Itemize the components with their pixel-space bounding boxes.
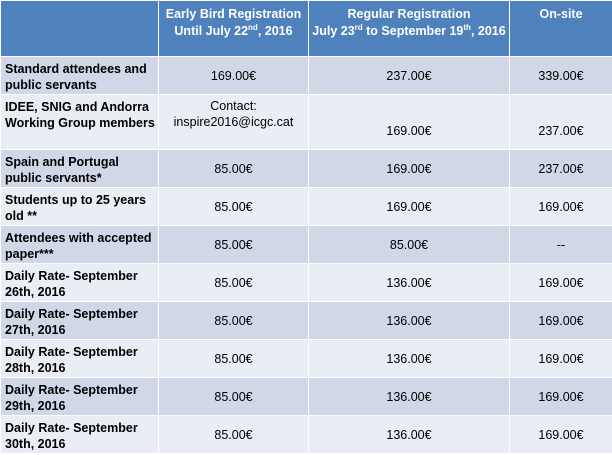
- header-row: Early Bird Registration Until July 22nd,…: [0, 0, 612, 57]
- header-regular-year: , 2016: [470, 24, 506, 38]
- header-category: [0, 0, 159, 57]
- header-regular-end: to September 19: [362, 24, 464, 38]
- table-row: Spain and Portugal public servants* 85.0…: [0, 149, 612, 188]
- row-label: Daily Rate- September 27th, 2016: [0, 301, 159, 340]
- onsite-price: 169.00€: [509, 187, 612, 226]
- header-early-bird-line2: Until July 22nd, 2016: [174, 22, 293, 38]
- regular-price: 136.00€: [308, 301, 510, 340]
- regular-price: 169.00€: [308, 94, 510, 150]
- table-row: Standard attendees and public servants 1…: [0, 56, 612, 95]
- header-early-bird-ordinal: nd: [248, 22, 258, 32]
- table-row: Daily Rate- September 26th, 2016 85.00€ …: [0, 263, 612, 302]
- onsite-price: 237.00€: [509, 94, 612, 150]
- regular-price: 169.00€: [308, 149, 510, 188]
- onsite-price: 339.00€: [509, 56, 612, 95]
- row-label: Attendees with accepted paper***: [0, 225, 159, 264]
- header-onsite: On-site: [509, 0, 612, 57]
- onsite-price: 169.00€: [509, 377, 612, 416]
- row-label: Daily Rate- September 28th, 2016: [0, 339, 159, 378]
- header-early-bird-date: Until July 22: [174, 24, 249, 38]
- header-regular-start: July 23: [312, 24, 355, 38]
- contact-email: inspire2016@icgc.cat: [173, 115, 294, 129]
- early-bird-price: 85.00€: [158, 187, 309, 226]
- early-bird-price: 85.00€: [158, 149, 309, 188]
- table-row: Daily Rate- September 28th, 2016 85.00€ …: [0, 339, 612, 378]
- row-label: Daily Rate- September 29th, 2016: [0, 377, 159, 416]
- header-regular-ordinal-1: rd: [354, 22, 363, 32]
- regular-price: 237.00€: [308, 56, 510, 95]
- table-row: Daily Rate- September 29th, 2016 85.00€ …: [0, 377, 612, 416]
- header-early-bird-year: , 2016: [257, 24, 293, 38]
- row-label: Daily Rate- September 26th, 2016: [0, 263, 159, 302]
- regular-price: 85.00€: [308, 225, 510, 264]
- early-bird-price: 85.00€: [158, 377, 309, 416]
- early-bird-price: 85.00€: [158, 263, 309, 302]
- regular-price: 136.00€: [308, 263, 510, 302]
- row-label: Spain and Portugal public servants*: [0, 149, 159, 188]
- early-bird-price: 85.00€: [158, 225, 309, 264]
- early-bird-price: 85.00€: [158, 339, 309, 378]
- regular-price: 136.00€: [308, 377, 510, 416]
- header-regular-line2: July 23rd to September 19th, 2016: [312, 22, 506, 38]
- onsite-price: 237.00€: [509, 149, 612, 188]
- contact-label: Contact:: [210, 99, 257, 113]
- early-bird-price: 169.00€: [158, 56, 309, 95]
- header-early-bird: Early Bird Registration Until July 22nd,…: [158, 0, 309, 57]
- table-row: Students up to 25 years old ** 85.00€ 16…: [0, 187, 612, 226]
- table-row: IDEE, SNIG and Andorra Working Group mem…: [0, 94, 612, 150]
- onsite-price: 169.00€: [509, 301, 612, 340]
- header-regular-ordinal-2: th: [463, 22, 471, 32]
- early-bird-price: 85.00€: [158, 301, 309, 340]
- header-early-bird-line1: Early Bird Registration: [165, 7, 302, 21]
- row-label: IDEE, SNIG and Andorra Working Group mem…: [0, 94, 159, 150]
- early-bird-contact: Contact: inspire2016@icgc.cat: [158, 94, 309, 150]
- regular-price: 136.00€: [308, 339, 510, 378]
- row-label: Students up to 25 years old **: [0, 187, 159, 226]
- early-bird-price: 85.00€: [158, 415, 309, 454]
- header-regular: Regular Registration July 23rd to Septem…: [308, 0, 510, 57]
- onsite-price: --: [509, 225, 612, 264]
- table-row: Daily Rate- September 27th, 2016 85.00€ …: [0, 301, 612, 340]
- header-regular-line1: Regular Registration: [347, 7, 471, 21]
- onsite-price: 169.00€: [509, 339, 612, 378]
- table-row: Attendees with accepted paper*** 85.00€ …: [0, 225, 612, 264]
- onsite-price: 169.00€: [509, 263, 612, 302]
- table-row: Daily Rate- September 30th, 2016 85.00€ …: [0, 415, 612, 454]
- row-label: Daily Rate- September 30th, 2016: [0, 415, 159, 454]
- row-label: Standard attendees and public servants: [0, 56, 159, 95]
- onsite-price: 169.00€: [509, 415, 612, 454]
- regular-price: 169.00€: [308, 187, 510, 226]
- regular-price: 136.00€: [308, 415, 510, 454]
